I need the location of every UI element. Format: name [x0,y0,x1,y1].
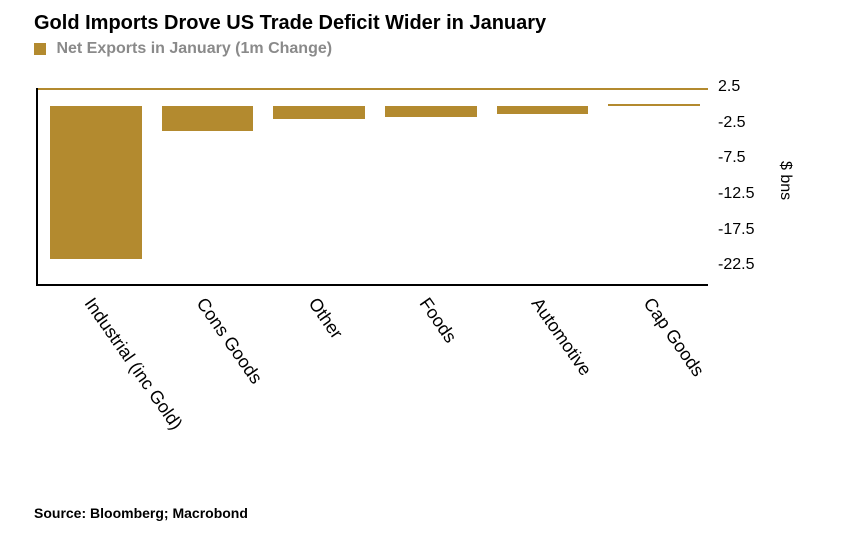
y-axis-label: $ bns [776,161,794,200]
legend-label: Net Exports in January (1m Change) [56,40,332,58]
bar [608,104,700,106]
bar [50,106,142,259]
x-tick-label: Industrial (inc Gold) [80,294,187,434]
chart-plot-area: 2.5-2.5-7.5-12.5-17.5-22.5 [36,88,708,286]
y-tick-label: -17.5 [718,221,768,239]
source-text: Source: Bloomberg; Macrobond [34,505,248,521]
legend: Net Exports in January (1m Change) [34,40,332,58]
y-tick-label: -2.5 [718,114,768,132]
y-tick-label: -12.5 [718,185,768,203]
bar [162,106,254,131]
bar [497,106,589,115]
bar [385,106,477,117]
x-tick-label: Foods [415,294,461,347]
chart-top-line [38,88,708,90]
y-tick-label: -22.5 [718,256,768,274]
y-tick-label: -7.5 [718,149,768,167]
legend-swatch [34,43,46,55]
x-tick-label: Cap Goods [639,294,708,381]
x-tick-label: Cons Goods [192,294,267,388]
chart-title: Gold Imports Drove US Trade Deficit Wide… [34,12,546,35]
bar [273,106,365,119]
y-tick-label: 2.5 [718,78,768,96]
x-tick-label: Automotive [527,294,596,380]
x-tick-label: Other [304,294,347,343]
